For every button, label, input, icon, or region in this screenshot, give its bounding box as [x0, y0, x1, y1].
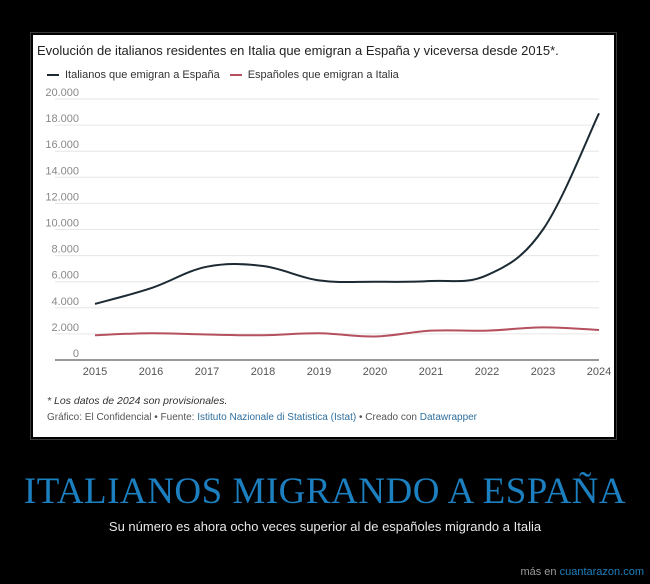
y-tick-label: 16.000 [45, 139, 79, 151]
x-tick-label: 2018 [251, 366, 275, 378]
source-link-datawrapper[interactable]: Datawrapper [419, 412, 478, 423]
y-tick-label: 18.000 [45, 113, 79, 125]
chart-card: Evolución de italianos residentes en Ita… [33, 35, 614, 437]
x-tick-label: 2020 [363, 366, 387, 378]
footer-site-link[interactable]: cuantarazon.com [559, 566, 644, 578]
x-tick-label: 2022 [475, 366, 499, 378]
site-footer: más en cuantarazon.com [520, 566, 644, 578]
y-tick-label: 12.000 [45, 191, 79, 203]
series-line-espanoles [94, 326, 600, 338]
series-line-italianos [94, 112, 600, 305]
x-tick-label: 2023 [531, 366, 555, 378]
legend-swatch-italianos [47, 74, 59, 76]
legend-item-espanoles: Españoles que emigran a Italia [229, 69, 399, 81]
source-middle: • Creado con [356, 412, 420, 423]
chart-legend: Italianos que emigran a España Españoles… [47, 69, 399, 81]
y-tick-label: 20.000 [45, 87, 79, 99]
y-tick-label: 6.000 [51, 270, 79, 282]
legend-label-espanoles: Españoles que emigran a Italia [247, 69, 399, 81]
y-tick-label: 14.000 [45, 165, 79, 177]
y-tick-label: 8.000 [51, 244, 79, 256]
chart-title: Evolución de italianos residentes en Ita… [37, 43, 559, 58]
page-headline: ITALIANOS MIGRANDO A ESPAÑA [23, 471, 627, 512]
x-tick-label: 2016 [139, 366, 163, 378]
x-tick-label: 2019 [307, 366, 331, 378]
line-chart: 0 2.000 4.000 6.000 8.000 10.000 12.000 14.000 1… [45, 87, 611, 378]
source-prefix: Gráfico: El Confidencial • Fuente: [47, 412, 198, 423]
chart-frame [30, 32, 617, 440]
x-tick-label: 2015 [83, 366, 107, 378]
page-subheadline: Su número es ahora ocho veces superior a… [108, 519, 542, 534]
legend-swatch-espanoles [229, 74, 242, 76]
chart-source: Gráfico: El Confidencial • Fuente: Istit… [47, 412, 477, 423]
source-link-istat[interactable]: Istituto Nazionale di Statistica (Istat) [197, 412, 357, 423]
x-tick-label: 2017 [195, 366, 219, 378]
legend-item-italianos: Italianos que emigran a España [47, 69, 220, 81]
y-tick-label: 2.000 [51, 322, 79, 334]
x-tick-label: 2021 [419, 366, 443, 378]
chart-note: * Los datos de 2024 son provisionales. [47, 395, 228, 407]
y-tick-label: 4.000 [51, 296, 79, 308]
y-tick-label: 0 [73, 348, 79, 360]
x-tick-label: 2024 [587, 366, 611, 378]
legend-label-italianos: Italianos que emigran a España [65, 69, 220, 81]
footer-prefix: más en [520, 566, 560, 578]
y-tick-label: 10.000 [45, 218, 79, 230]
